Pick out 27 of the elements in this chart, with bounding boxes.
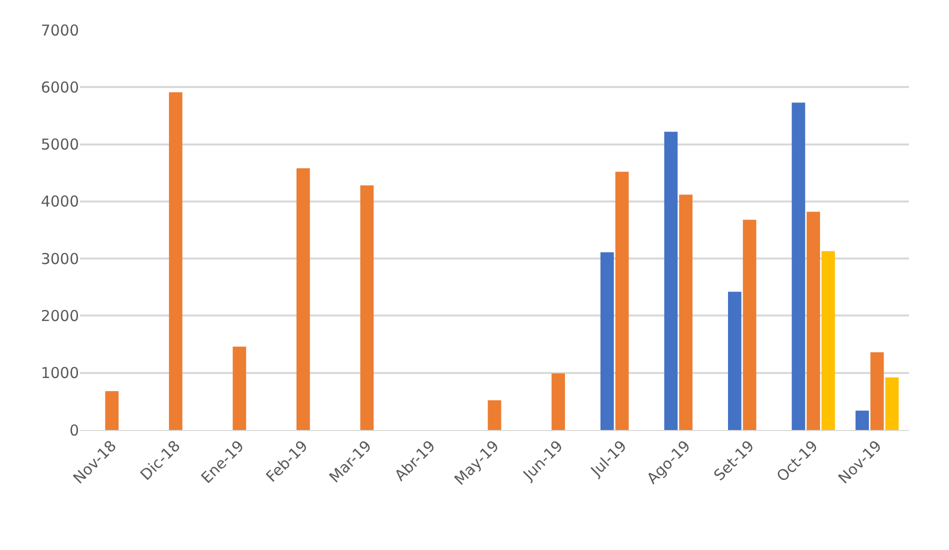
bar xyxy=(885,377,899,430)
bar xyxy=(664,132,678,430)
y-tick-label: 1000 xyxy=(40,364,79,382)
bar xyxy=(615,172,629,430)
bar xyxy=(168,92,182,430)
bar xyxy=(856,410,869,430)
y-tick-label: 0 xyxy=(69,421,79,440)
y-tick-label: 7000 xyxy=(40,21,79,40)
y-tick-label: 2000 xyxy=(40,306,79,325)
bar xyxy=(806,212,820,430)
y-tick-label: 3000 xyxy=(40,250,79,268)
bar xyxy=(742,220,756,430)
bar xyxy=(488,400,502,430)
bar xyxy=(600,252,614,430)
bar xyxy=(792,102,806,430)
bar xyxy=(870,352,884,430)
bar xyxy=(552,373,565,430)
bar xyxy=(296,168,310,430)
bar xyxy=(679,194,692,430)
y-tick-label: 4000 xyxy=(40,192,79,211)
bar xyxy=(822,251,835,430)
bar xyxy=(360,185,374,430)
bar xyxy=(728,292,742,430)
y-tick-label: 5000 xyxy=(40,136,79,154)
bar xyxy=(105,391,119,430)
y-tick-label: 6000 xyxy=(40,78,79,96)
bar xyxy=(232,346,246,430)
